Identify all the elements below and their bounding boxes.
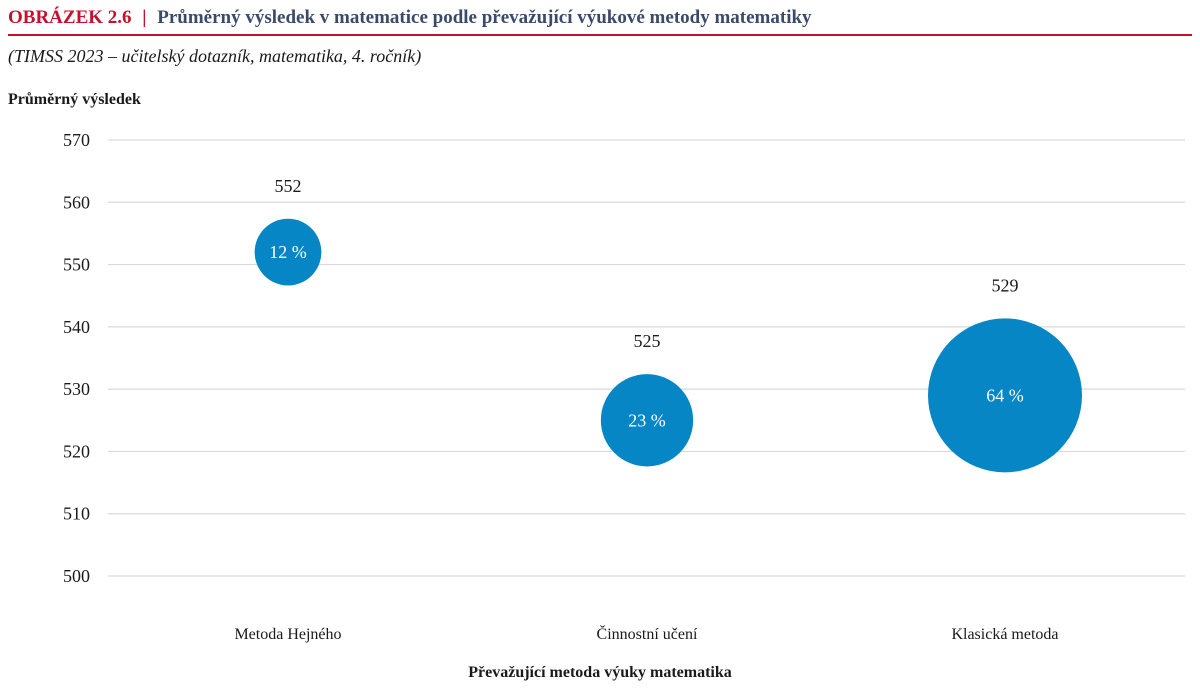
category-label: Klasická metoda: [951, 626, 1058, 643]
share-label: 12 %: [269, 242, 307, 262]
y-axis-label: Průměrný výsledek: [8, 91, 141, 108]
y-tick-label: 540: [63, 317, 90, 337]
figure-header: OBRÁZEK 2.6 | Průměrný výsledek v matema…: [8, 4, 1192, 36]
value-label: 529: [992, 275, 1019, 295]
share-label: 64 %: [986, 385, 1024, 405]
y-tick-label: 560: [63, 192, 90, 212]
x-axis-label: Převažující metoda výuky matematika: [468, 664, 732, 681]
data-bubble: [928, 318, 1082, 473]
figure-separator: |: [142, 7, 147, 28]
y-tick-label: 530: [63, 379, 90, 399]
figure-title-text: Průměrný výsledek v matematice podle pře…: [157, 7, 812, 28]
y-tick-label: 520: [63, 441, 90, 461]
category-label: Činnostní učení: [597, 624, 698, 643]
value-label: 552: [275, 176, 302, 196]
y-tick-label: 500: [63, 566, 90, 586]
figure-label: OBRÁZEK 2.6: [8, 7, 132, 28]
data-bubble: [600, 374, 694, 467]
y-tick-label: 510: [63, 504, 90, 524]
y-tick-label: 550: [63, 255, 90, 275]
figure-subtitle: (TIMSS 2023 – učitelský dotazník, matema…: [8, 46, 422, 66]
category-label: Metoda Hejného: [234, 626, 341, 643]
share-label: 23 %: [628, 410, 666, 430]
figure-title: OBRÁZEK 2.6 | Průměrný výsledek v matema…: [8, 7, 812, 29]
data-bubble: [254, 218, 322, 286]
y-tick-label: 570: [63, 130, 90, 150]
value-label: 525: [634, 331, 661, 351]
